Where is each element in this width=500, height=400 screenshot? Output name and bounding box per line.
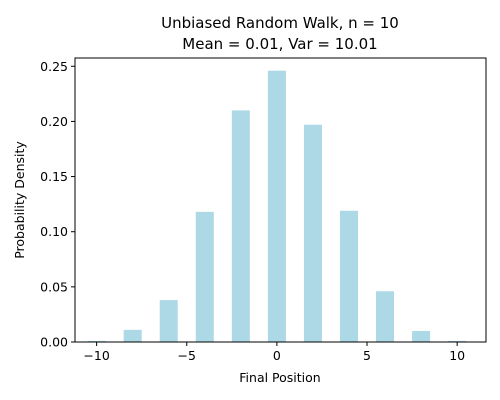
bar-x--6	[159, 300, 178, 342]
bar-x--2	[231, 110, 250, 342]
x-tick-label: 5	[363, 348, 371, 363]
bar-x--8	[123, 329, 142, 342]
y-tick-label: 0.20	[40, 114, 68, 129]
x-tick-label: −5	[178, 348, 196, 363]
bar-x-10	[448, 340, 467, 342]
x-tick-label: 10	[449, 348, 465, 363]
x-axis-ticks: −10 −5 0 5 10	[83, 342, 465, 363]
y-tick-label: 0.15	[40, 169, 68, 184]
plot-frame	[74, 57, 487, 343]
chart-title-line-1: Unbiased Random Walk, n = 10	[161, 14, 399, 32]
bar-x-6	[376, 291, 395, 342]
bars-group	[87, 70, 467, 342]
y-tick-label: 0.10	[40, 224, 68, 239]
bar-x-4	[339, 210, 359, 342]
bar-x-2	[303, 124, 322, 342]
y-tick-label: 0.00	[40, 335, 68, 350]
y-tick-label: 0.25	[40, 59, 68, 74]
x-axis-label: Final Position	[239, 370, 320, 385]
y-axis-ticks: 0.00 0.05 0.10 0.15 0.20 0.25	[40, 59, 75, 350]
chart-title-line-2: Mean = 0.01, Var = 10.01	[182, 35, 377, 53]
bar-x-8	[412, 330, 431, 342]
y-tick-label: 0.05	[40, 279, 68, 294]
bar-x--10	[87, 340, 106, 342]
bar-x-0	[267, 70, 286, 342]
bar-x--4	[195, 211, 214, 342]
y-axis-label: Probability Density	[12, 141, 27, 259]
x-tick-label: 0	[273, 348, 281, 363]
x-tick-label: −10	[83, 348, 109, 363]
